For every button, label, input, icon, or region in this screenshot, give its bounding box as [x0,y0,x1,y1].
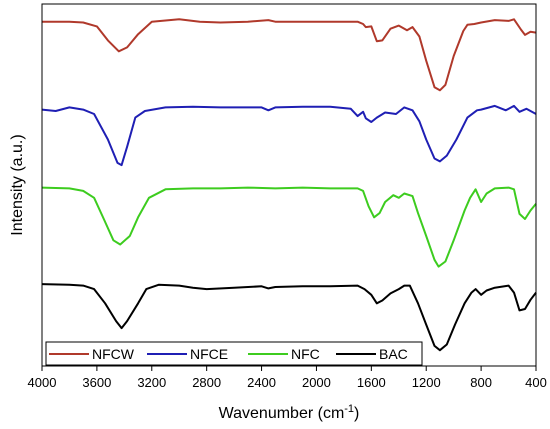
legend-box [45,341,423,366]
series-line-nfcw [42,18,537,92]
series-line-nfc [41,186,537,268]
plot-frame [41,3,537,367]
x-tick-label-3200: 3200 [137,375,166,390]
series-layer [41,18,537,352]
series-line-bac [41,283,537,352]
x-axis-ticks: 4000 3600 3200 2800 2400 2000 1600 1200 800 400 [28,366,547,390]
legend-label-nfc: NFC [291,346,320,362]
x-axis-title-end: ) [354,405,359,422]
legend-label-nfce: NFCE [190,346,228,362]
x-axis-title-main: Wavenumber (cm [219,405,345,422]
x-tick-label-2400: 2400 [247,375,276,390]
x-tick-label-1200: 1200 [412,375,441,390]
legend: NFCW NFCE NFC BAC [45,341,423,366]
y-axis-title: Intensity (a.u.) [9,134,26,235]
x-tick-label-1600: 1600 [357,375,386,390]
x-tick-label-400: 400 [525,375,547,390]
x-tick-label-2800: 2800 [192,375,221,390]
x-tick-label-3600: 3600 [82,375,111,390]
x-tick-label-2000: 2000 [302,375,331,390]
legend-label-nfcw: NFCW [92,346,135,362]
legend-label-bac: BAC [379,346,408,362]
x-tick-label-4000: 4000 [28,375,57,390]
x-axis-title-sup: -1 [344,403,354,415]
x-tick-label-800: 800 [470,375,492,390]
x-axis-title: Wavenumber (cm-1) [219,403,360,422]
series-line-nfce [41,104,537,167]
